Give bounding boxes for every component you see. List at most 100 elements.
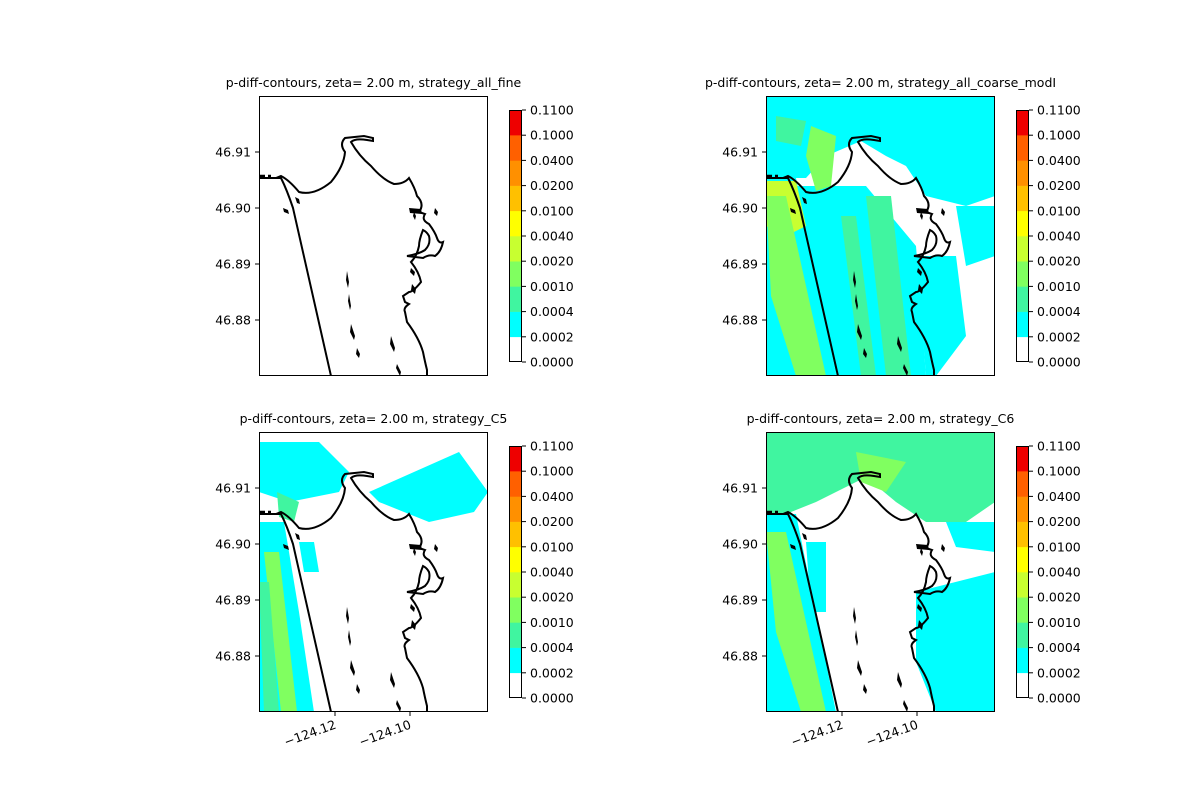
contour-fill-group xyxy=(766,96,995,376)
axes-background xyxy=(259,96,488,376)
shoreline-group xyxy=(766,134,952,376)
axes-frame xyxy=(259,432,488,712)
contour-region-6 xyxy=(806,126,836,191)
colorbar-tick-label: 0.0010 xyxy=(530,615,574,630)
y-tick-label: 46.90 xyxy=(215,537,251,552)
colorbar-tick-label: 0.0400 xyxy=(530,153,574,168)
colorbar-segment-3 xyxy=(1016,622,1029,648)
colorbar-tick-label: 0.0002 xyxy=(530,665,574,680)
colorbar-tick-label: 0.1100 xyxy=(530,103,574,118)
shoal-9 xyxy=(857,324,862,340)
shoal-3 xyxy=(920,548,923,556)
shoal-13 xyxy=(283,208,289,214)
colorbar-tick-label: 0.0000 xyxy=(530,691,574,706)
shoal-11 xyxy=(390,672,395,688)
panel-title: p-diff-contours, zeta= 2.00 m, strategy_… xyxy=(747,411,1015,426)
colorbar-segment-4 xyxy=(509,597,522,623)
colorbar-segment-6 xyxy=(509,546,522,573)
colorbar: 0.0000 0.0002 0.0004 0.0010 0.0020 0.0040 0.01… xyxy=(1016,103,1081,370)
panel-title: p-diff-contours, zeta= 2.00 m, strategy_… xyxy=(226,75,522,90)
shoal-10 xyxy=(356,348,360,358)
shoal-13 xyxy=(790,544,796,550)
axes-frame xyxy=(766,432,995,712)
contour-region-5 xyxy=(766,196,826,376)
colorbar-segment-4 xyxy=(1016,261,1029,287)
contour-fill-group xyxy=(259,432,488,712)
colorbar-tick-label: 0.0000 xyxy=(1037,691,1081,706)
colorbar-segment-8 xyxy=(509,496,522,522)
colorbar-tick-label: 0.0010 xyxy=(1037,279,1081,294)
shoal-2 xyxy=(409,208,422,214)
contour-region-3 xyxy=(766,532,826,712)
colorbar-segment-2 xyxy=(1016,311,1029,338)
shoal-4 xyxy=(434,208,438,216)
shoal-11 xyxy=(897,672,902,688)
shoreline xyxy=(766,134,952,376)
contour-region-1 xyxy=(259,442,349,502)
x-tick-label: −124.12 xyxy=(282,717,338,750)
contour-region-10 xyxy=(956,206,995,266)
colorbar-tick-label: 0.0020 xyxy=(1037,590,1081,605)
y-tick-label: 46.90 xyxy=(722,537,758,552)
colorbar-tick-label: 0.0400 xyxy=(530,489,574,504)
jetty-line xyxy=(783,513,839,712)
shoal-6 xyxy=(918,284,923,294)
jetty-line xyxy=(276,513,332,712)
shoal-12 xyxy=(903,364,908,376)
colorbar-tick-label: 0.0020 xyxy=(1037,254,1081,269)
colorbar-segment-2 xyxy=(1016,647,1029,674)
colorbar-tick-label: 0.1000 xyxy=(1037,128,1081,143)
shoreline-group xyxy=(259,470,445,712)
colorbar-segment-4 xyxy=(1016,597,1029,623)
panel-3: p-diff-contours, zeta= 2.00 m, strategy_… xyxy=(215,411,574,749)
shoal-1 xyxy=(802,197,807,204)
contour-region-4 xyxy=(916,572,995,712)
shoal-3 xyxy=(413,212,416,220)
colorbar-tick-label: 0.0004 xyxy=(530,304,574,319)
y-tick-label: 46.88 xyxy=(215,313,251,328)
colorbar-tick-label: 0.0040 xyxy=(1037,229,1081,244)
colorbar-tick-label: 0.0400 xyxy=(1037,489,1081,504)
colorbar-segment-top xyxy=(1016,446,1029,472)
shoal-4 xyxy=(941,208,945,216)
shoal-8 xyxy=(855,294,858,310)
shoal-4 xyxy=(434,544,438,552)
shoal-7 xyxy=(346,607,349,624)
colorbar-segment-4 xyxy=(509,261,522,287)
colorbar-segment-8 xyxy=(1016,496,1029,522)
shoal-5 xyxy=(917,604,922,612)
jetty-line xyxy=(783,177,839,376)
colorbar-tick-label: 0.0040 xyxy=(530,565,574,580)
y-tick-label: 46.89 xyxy=(215,257,251,272)
shoal-7 xyxy=(853,271,856,288)
colorbar-tick-label: 0.0004 xyxy=(530,640,574,655)
colorbar-segment-2 xyxy=(509,647,522,674)
shoal-10 xyxy=(356,684,360,694)
shoreline xyxy=(766,470,952,712)
contour-region-11 xyxy=(776,116,806,146)
contour-region-7 xyxy=(946,522,995,552)
shoal-8 xyxy=(855,630,858,646)
colorbar-tick-label: 0.0100 xyxy=(1037,539,1081,554)
shoal-9 xyxy=(350,324,355,340)
panel-1: p-diff-contours, zeta= 2.00 m, strategy_… xyxy=(215,75,574,376)
y-tick-label: 46.91 xyxy=(215,145,251,160)
colorbar-segment-9 xyxy=(1016,471,1029,497)
contour-region-2 xyxy=(369,452,488,522)
colorbar-tick-label: 0.0002 xyxy=(1037,665,1081,680)
colorbar-tick-label: 0.0004 xyxy=(1037,304,1081,319)
colorbar-segment-5 xyxy=(1016,572,1029,598)
y-tick-label: 46.91 xyxy=(722,481,758,496)
colorbar-segment-2 xyxy=(509,311,522,338)
colorbar: 0.0000 0.0002 0.0004 0.0010 0.0020 0.0040 0.01… xyxy=(509,439,574,706)
colorbar-tick-label: 0.0020 xyxy=(530,590,574,605)
shoal-6 xyxy=(411,284,416,294)
shoal-7 xyxy=(853,607,856,624)
shoal-12 xyxy=(396,700,401,712)
colorbar-tick-label: 0.1000 xyxy=(530,464,574,479)
colorbar-segment-7 xyxy=(509,185,522,212)
contour-region-8 xyxy=(866,196,911,376)
axes-frame xyxy=(766,96,995,376)
colorbar-segment-6 xyxy=(1016,546,1029,573)
